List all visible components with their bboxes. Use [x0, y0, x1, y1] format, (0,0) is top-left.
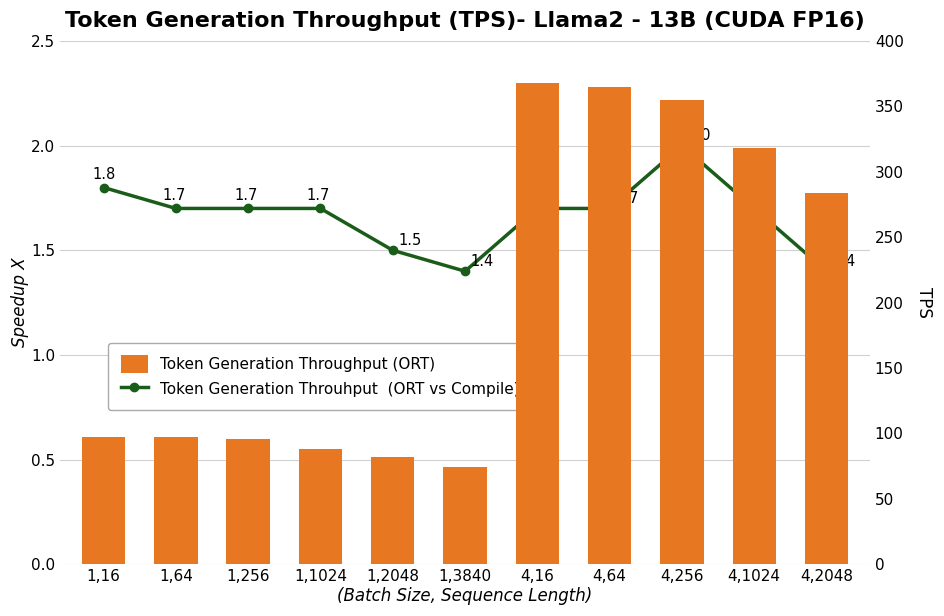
Bar [227, 439, 270, 564]
Bar [371, 457, 414, 564]
Text: 1.7: 1.7 [307, 188, 330, 203]
Bar [444, 468, 487, 564]
Title: Token Generation Throughput (TPS)- Llama2 - 13B (CUDA FP16): Token Generation Throughput (TPS)- Llama… [65, 11, 865, 31]
Token Generation Throuhput  (ORT vs Compile) [604, 205, 615, 212]
Bar [515, 83, 559, 564]
Text: 1.4: 1.4 [471, 254, 494, 269]
Text: 1.7: 1.7 [162, 188, 185, 203]
Token Generation Throuhput  (ORT vs Compile) [531, 205, 543, 212]
Y-axis label: Speedup X: Speedup X [11, 258, 29, 347]
Token Generation Throuhput  (ORT vs Compile) [387, 246, 398, 254]
Text: 2.0: 2.0 [687, 128, 711, 143]
Token Generation Throuhput  (ORT vs Compile) [749, 205, 760, 212]
Text: 1.7: 1.7 [234, 188, 258, 203]
Bar [733, 148, 776, 564]
Text: 1.4: 1.4 [832, 254, 855, 269]
Bar [660, 100, 703, 564]
Bar [588, 87, 632, 564]
Line: Token Generation Throuhput  (ORT vs Compile): Token Generation Throuhput (ORT vs Compi… [99, 142, 831, 275]
Text: 1.5: 1.5 [398, 233, 422, 248]
Text: 1.8: 1.8 [93, 167, 116, 182]
Bar [154, 437, 197, 564]
Bar [82, 437, 126, 564]
Y-axis label: TPS: TPS [915, 287, 933, 318]
Token Generation Throuhput  (ORT vs Compile) [243, 205, 254, 212]
Text: 1.7: 1.7 [734, 191, 758, 206]
Token Generation Throuhput  (ORT vs Compile) [460, 267, 471, 275]
Token Generation Throuhput  (ORT vs Compile) [314, 205, 326, 212]
Legend: Token Generation Throughput (ORT), Token Generation Throuhput  (ORT vs Compile): Token Generation Throughput (ORT), Token… [109, 342, 532, 410]
Token Generation Throuhput  (ORT vs Compile) [170, 205, 181, 212]
Bar [805, 193, 849, 564]
Text: 1.7: 1.7 [521, 188, 544, 203]
X-axis label: (Batch Size, Sequence Length): (Batch Size, Sequence Length) [337, 587, 593, 605]
Bar [299, 449, 342, 564]
Token Generation Throuhput  (ORT vs Compile) [821, 267, 833, 275]
Token Generation Throuhput  (ORT vs Compile) [98, 184, 110, 191]
Text: 1.7: 1.7 [615, 191, 638, 206]
Token Generation Throuhput  (ORT vs Compile) [676, 142, 687, 149]
